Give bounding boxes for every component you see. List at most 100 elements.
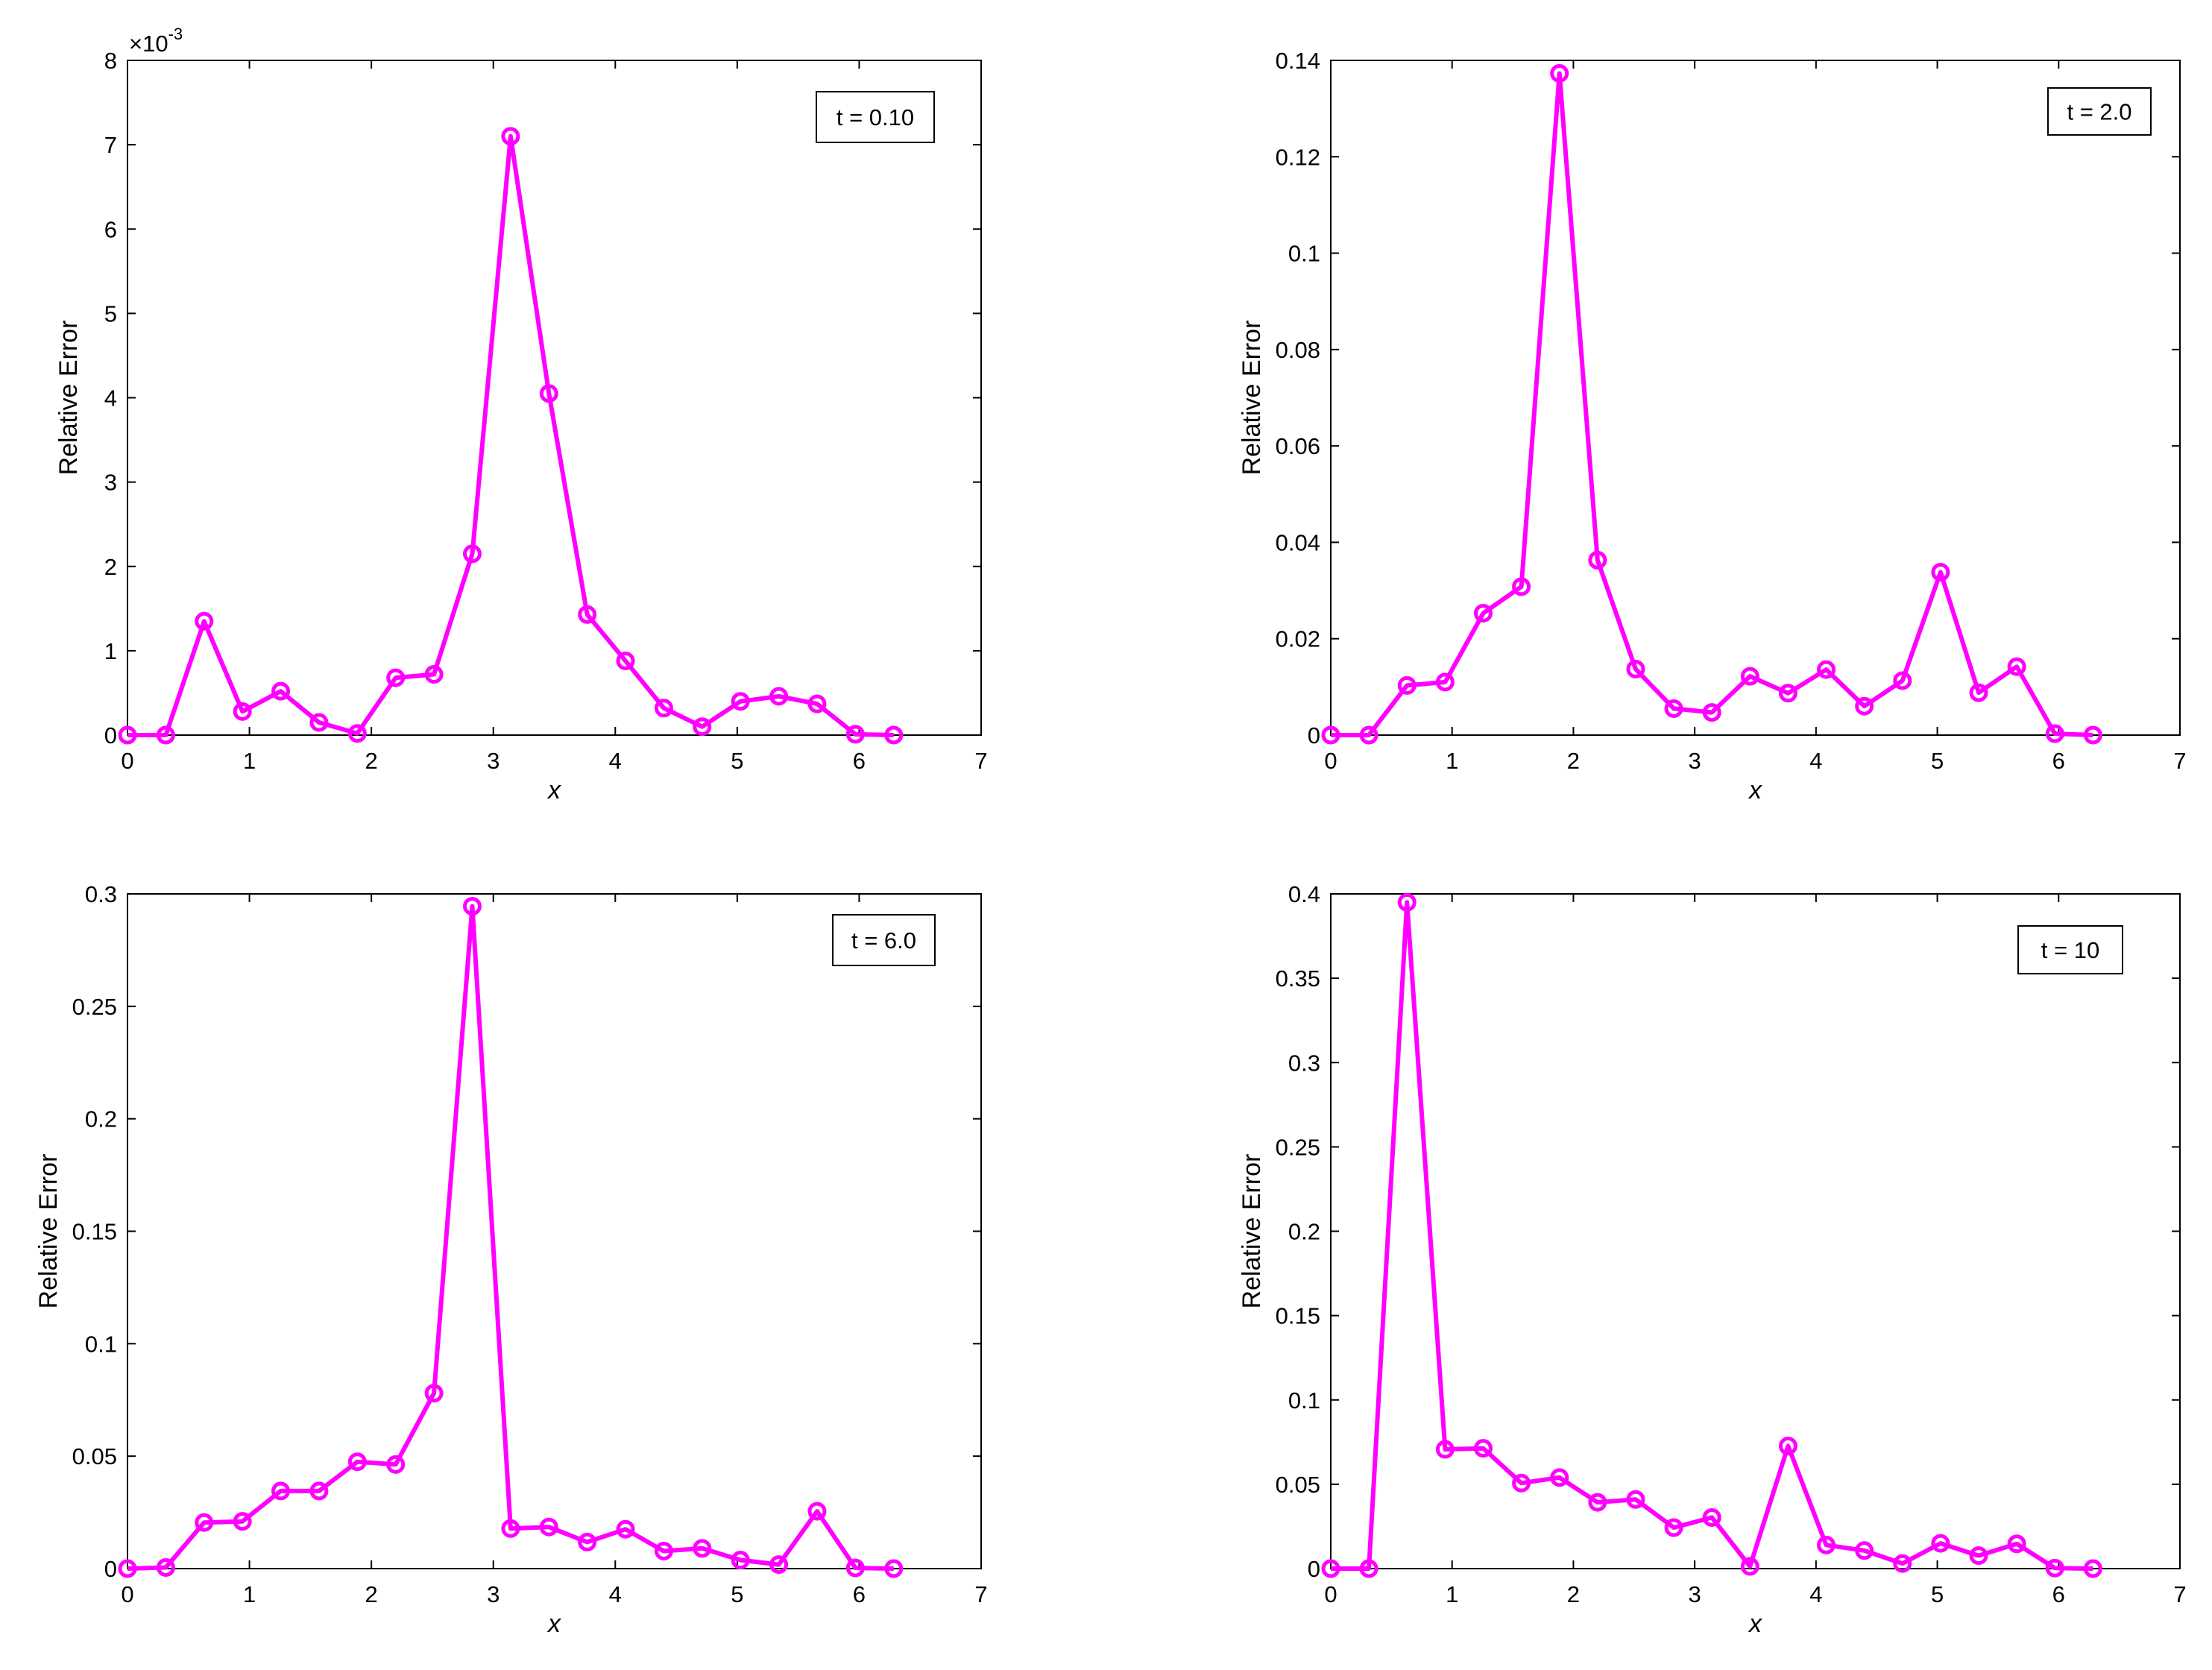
chart-panel-3: 0 1 2 3 4 5 6 7 0 0.05 0.1 0.15 0.2 0.25 0.3 x Relative …	[34, 881, 988, 1638]
data-point-marker	[156, 1557, 175, 1577]
data-point-marker	[195, 1513, 214, 1532]
x-tick-label: 3	[1689, 748, 1701, 774]
y-tick-label: 5	[104, 300, 117, 327]
data-point-marker	[1778, 684, 1797, 703]
x-tick-label: 2	[1567, 1581, 1580, 1607]
y-tick-label: 0	[1308, 722, 1320, 749]
series-line	[1331, 900, 2093, 1571]
data-point-marker	[1817, 1535, 1836, 1554]
data-point-marker	[693, 1539, 712, 1558]
data-point-marker	[1588, 550, 1607, 570]
data-point-marker	[1893, 1554, 1912, 1573]
legend-label: t = 10	[2041, 937, 2099, 963]
data-point-marker	[845, 725, 865, 744]
x-tick-label: 7	[974, 748, 987, 774]
x-tick-label: 5	[731, 1581, 743, 1607]
x-tick-label: 6	[853, 1581, 866, 1607]
data-point-marker	[309, 1481, 329, 1501]
y-exponent-label: ×10-3	[129, 25, 183, 57]
data-point-marker	[1702, 703, 1721, 722]
legend-box	[2017, 925, 2123, 974]
x-tick-label: 3	[487, 1581, 500, 1607]
axes-frame	[1330, 893, 2181, 1569]
chart-panel-4: 0 1 2 3 4 5 6 7 0 0.05 0.1 0.15 0.2 0.25 0.3 0.35 0.4 x Re…	[1238, 881, 2187, 1638]
data-point-marker	[501, 127, 520, 146]
data-point-marker	[347, 1452, 367, 1472]
y-exponent-base: ×10	[129, 31, 168, 57]
data-point-marker	[1550, 1468, 1569, 1487]
y-tick-label: 0	[104, 1556, 117, 1582]
x-tick-label: 5	[1931, 748, 1944, 774]
y-tick-label: 1	[104, 638, 117, 664]
x-tick-label: 5	[1931, 1581, 1944, 1607]
data-point-marker	[769, 687, 789, 706]
x-tick-label: 0	[121, 748, 133, 774]
data-point-marker	[884, 1559, 904, 1578]
data-point-marker	[1397, 892, 1417, 912]
data-point-marker	[118, 725, 137, 745]
x-tick-label: 1	[1446, 748, 1458, 774]
data-point-marker	[347, 724, 367, 743]
data-point-marker	[156, 725, 175, 745]
x-tick-label: 3	[487, 748, 500, 774]
x-tick-label: 1	[1446, 1581, 1458, 1607]
x-tick-label: 4	[1809, 748, 1822, 774]
y-tick-label: 0.4	[1288, 881, 1320, 907]
y-tick-label: 0.1	[1288, 241, 1320, 267]
x-tick-label: 1	[243, 1581, 256, 1607]
data-point-marker	[2045, 1558, 2064, 1578]
x-tick-label: 6	[853, 748, 866, 774]
legend-box	[816, 91, 935, 143]
axes-frame	[127, 893, 982, 1569]
y-tick-label: 0.06	[1276, 433, 1320, 459]
x-tick-label: 0	[1324, 748, 1337, 774]
data-point-marker	[1588, 1493, 1607, 1512]
data-point-marker	[386, 1455, 406, 1474]
data-point-marker	[1359, 1559, 1378, 1578]
x-tick-label: 6	[2052, 748, 2065, 774]
y-tick-label: 0.2	[1288, 1219, 1320, 1245]
legend-label: t = 0.10	[836, 104, 914, 130]
data-point-marker	[693, 717, 712, 737]
chart-panel-1: 0 1 2 3 4 5 6 7 0 1 2 3 4 5 6 7 8 ×10-3 x Relative Error t =…	[54, 25, 988, 804]
y-tick-label: 0.05	[1276, 1472, 1320, 1498]
y-tick-label: 0.3	[1288, 1050, 1320, 1076]
data-point-marker	[1321, 1559, 1340, 1578]
x-tick-label: 4	[1809, 1581, 1822, 1607]
series-line	[127, 133, 894, 737]
data-point-marker	[731, 692, 750, 711]
data-point-marker	[654, 699, 673, 718]
data-point-marker	[2007, 657, 2026, 676]
x-tick-label: 3	[1689, 1581, 1701, 1607]
data-point-marker	[1321, 725, 1340, 745]
y-tick-label: 8	[104, 48, 117, 74]
data-point-marker	[118, 1559, 137, 1578]
y-tick-label: 0.08	[1276, 337, 1320, 363]
data-point-marker	[195, 611, 214, 631]
y-tick-label: 0	[104, 722, 117, 749]
data-point-marker	[1550, 63, 1569, 83]
data-point-marker	[731, 1551, 750, 1570]
axes-frame	[1330, 60, 2181, 736]
x-tick-label: 2	[365, 1581, 378, 1607]
data-point-marker	[1702, 1507, 1721, 1527]
data-point-marker	[807, 694, 827, 713]
y-axis-label: Relative Error	[34, 1154, 63, 1309]
data-point-marker	[271, 681, 291, 701]
data-point-marker	[1626, 659, 1645, 678]
data-point-marker	[1855, 1541, 1874, 1560]
series-line	[127, 904, 894, 1571]
y-tick-label: 4	[104, 385, 117, 412]
legend-box	[2047, 87, 2152, 136]
x-tick-label: 2	[1567, 748, 1580, 774]
data-point-marker	[1397, 675, 1417, 695]
y-tick-label: 0.12	[1276, 144, 1320, 170]
data-point-marker	[1512, 1473, 1531, 1493]
x-tick-label: 6	[2052, 1581, 2065, 1607]
data-point-marker	[386, 668, 406, 687]
legend-box	[832, 914, 936, 966]
y-tick-label: 0.15	[72, 1219, 117, 1245]
data-point-marker	[539, 384, 558, 403]
data-point-marker	[1359, 725, 1378, 745]
data-point-marker	[1664, 699, 1683, 718]
